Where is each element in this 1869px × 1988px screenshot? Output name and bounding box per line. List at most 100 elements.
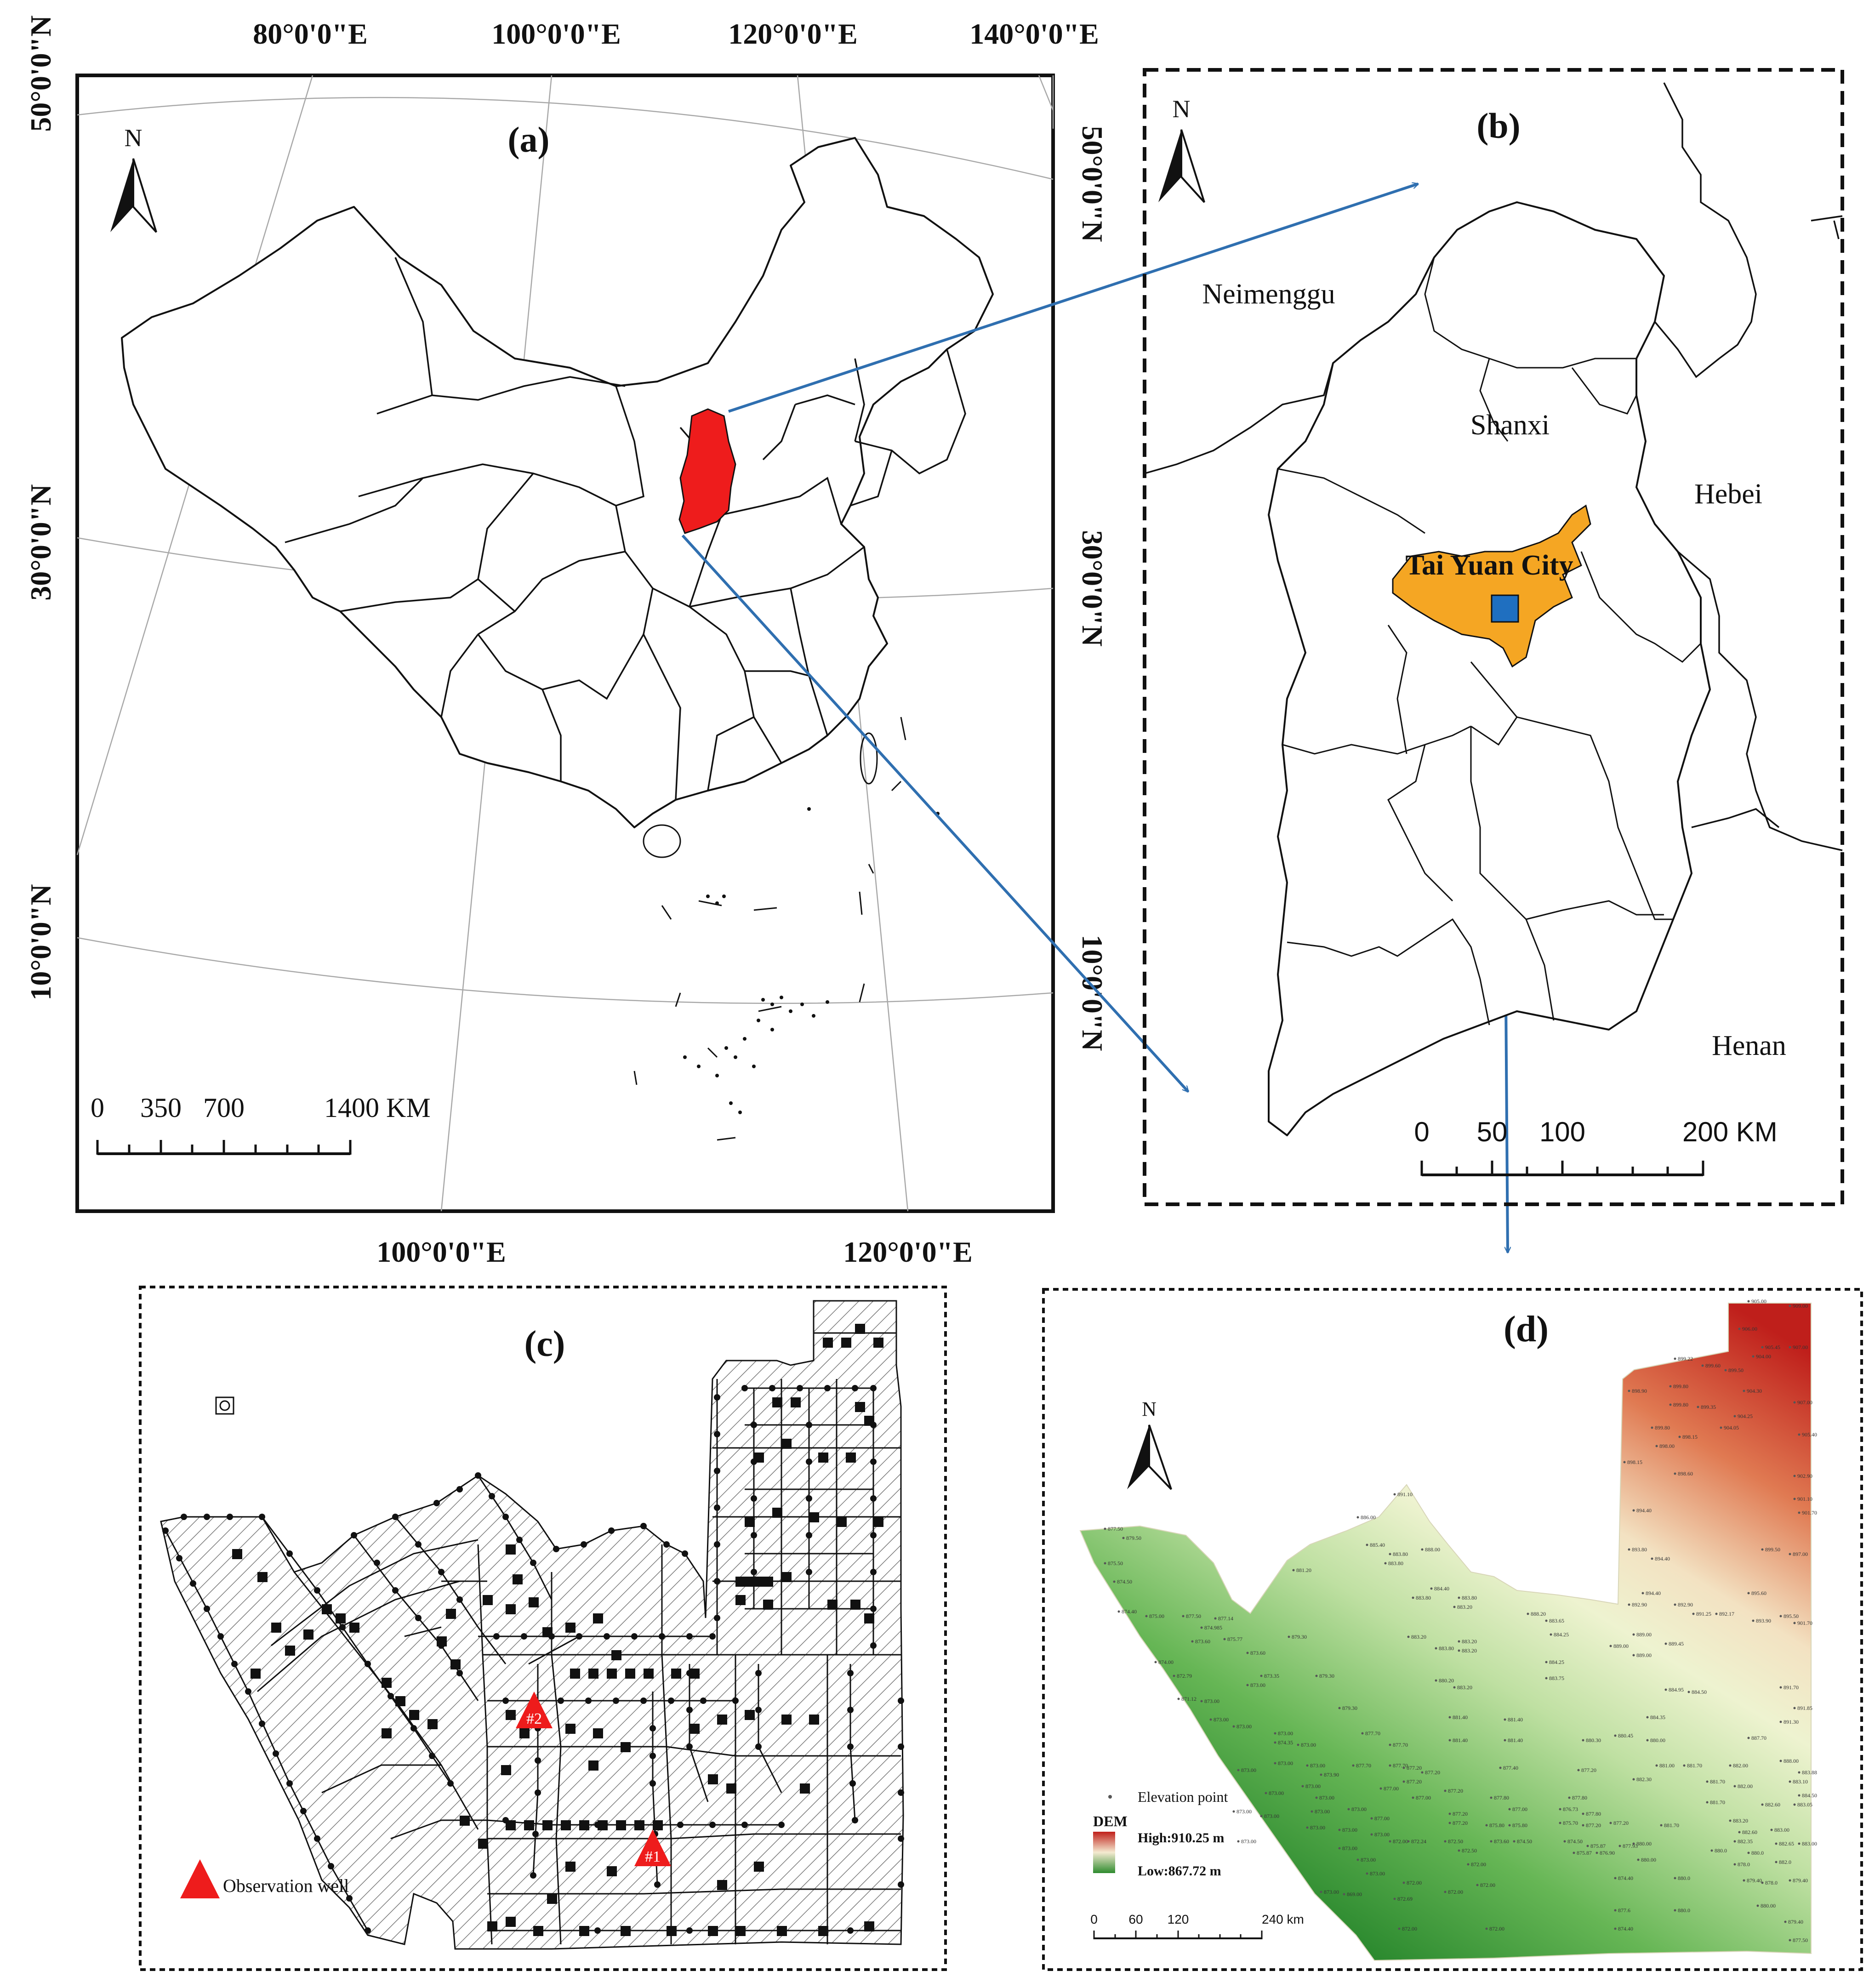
legend-dem-title: DEM bbox=[1093, 1813, 1128, 1829]
elevation-label: 898.15 bbox=[1627, 1459, 1642, 1465]
elevation-label: 877.20 bbox=[1586, 1822, 1601, 1829]
elevation-point bbox=[1191, 1640, 1194, 1643]
elevation-label: 872.00 bbox=[1407, 1880, 1422, 1886]
elevation-point bbox=[1793, 1803, 1796, 1806]
observation-well-2: #2 bbox=[516, 1692, 553, 1728]
elevation-point bbox=[1747, 1592, 1750, 1595]
elevation-point bbox=[1356, 1516, 1359, 1519]
elevation-label: 907.00 bbox=[1797, 1399, 1812, 1406]
elevation-label: 875.80 bbox=[1489, 1822, 1504, 1829]
elevation-label: 877.20 bbox=[1407, 1765, 1422, 1771]
elevation-label: 882.60 bbox=[1765, 1801, 1780, 1808]
elevation-label: 881.40 bbox=[1453, 1714, 1468, 1720]
elevation-point bbox=[1338, 1707, 1341, 1709]
elevation-label: 893.90 bbox=[1756, 1618, 1771, 1624]
scale-tick-label: 0 bbox=[91, 1093, 104, 1123]
elevation-point bbox=[1733, 1863, 1736, 1866]
elevation-point bbox=[1743, 1879, 1745, 1882]
elevation-point bbox=[1779, 1615, 1782, 1618]
elevation-label: 881.40 bbox=[1508, 1716, 1523, 1723]
elevation-point bbox=[1623, 1461, 1626, 1464]
elevation-point bbox=[1674, 1603, 1676, 1606]
elevation-label: 895.50 bbox=[1784, 1613, 1799, 1619]
elevation-point bbox=[1582, 1739, 1584, 1742]
elevation-label: 904.05 bbox=[1724, 1424, 1739, 1431]
elevation-point bbox=[1568, 1796, 1571, 1799]
elevation-point bbox=[1545, 1677, 1548, 1680]
elevation-label: 894.40 bbox=[1646, 1590, 1661, 1596]
elevation-point bbox=[1779, 1686, 1782, 1689]
lat-label: 10°0'0"N bbox=[24, 884, 57, 1000]
elevation-label: 899.50 bbox=[1728, 1367, 1744, 1373]
elevation-label: 873.00 bbox=[1237, 1808, 1252, 1815]
elevation-label: 875.00 bbox=[1149, 1613, 1164, 1619]
elevation-point bbox=[1421, 1771, 1424, 1774]
elevation-point bbox=[1260, 1675, 1263, 1677]
elevation-point bbox=[1288, 1635, 1290, 1638]
elevation-label: 881.40 bbox=[1508, 1737, 1523, 1743]
elevation-label: 882.0 bbox=[1779, 1859, 1791, 1865]
elevation-label: 881.40 bbox=[1453, 1737, 1468, 1743]
elevation-label: 872.00 bbox=[1480, 1882, 1495, 1888]
elevation-point bbox=[1752, 1619, 1755, 1622]
elevation-label: 873.00 bbox=[1278, 1760, 1293, 1766]
place-label: Shanxi bbox=[1470, 410, 1550, 441]
lat-label: 30°0'0"N bbox=[24, 484, 57, 600]
panel-a-frame bbox=[75, 74, 1055, 1213]
elevation-point bbox=[1563, 1840, 1566, 1843]
north-arrow-icon-half bbox=[132, 158, 157, 233]
elevation-point bbox=[1789, 1304, 1791, 1307]
elevation-point bbox=[1338, 1829, 1341, 1831]
elevation-label: 884.50 bbox=[1802, 1792, 1817, 1799]
elevation-label: 875.77 bbox=[1227, 1636, 1242, 1642]
elevation-point bbox=[1545, 1619, 1548, 1622]
elevation-point bbox=[1595, 1851, 1598, 1854]
elevation-point bbox=[1421, 1548, 1424, 1551]
elevation-point bbox=[1756, 1904, 1759, 1907]
elevation-point bbox=[1435, 1679, 1437, 1682]
elevation-point bbox=[1490, 1796, 1493, 1799]
city-borders bbox=[1277, 257, 1702, 1025]
elevation-point bbox=[1789, 1879, 1791, 1882]
elevation-point bbox=[1628, 1548, 1630, 1551]
elevation-label: 877.00 bbox=[1512, 1806, 1527, 1812]
lon-label: 120°0'0"E bbox=[728, 17, 858, 50]
elevation-point bbox=[1490, 1840, 1493, 1843]
panel-d-frame bbox=[1042, 1288, 1863, 1971]
elevation-point bbox=[1632, 1633, 1635, 1636]
legend-label: Observation well bbox=[223, 1875, 349, 1896]
elevation-label: 873.00 bbox=[1204, 1698, 1219, 1704]
elevation-label: 883.80 bbox=[1388, 1560, 1403, 1566]
elevation-label: 874.00 bbox=[1158, 1659, 1174, 1665]
elevation-label: 872.24 bbox=[1411, 1838, 1426, 1845]
elevation-point bbox=[1361, 1732, 1364, 1735]
elevation-point bbox=[1504, 1739, 1506, 1742]
elevation-point bbox=[1669, 1403, 1672, 1406]
elevation-label: 909.00 bbox=[1793, 1303, 1808, 1309]
elevation-label: 883.00 bbox=[1802, 1840, 1817, 1847]
elevation-point bbox=[1761, 1803, 1764, 1806]
elevation-point bbox=[1614, 1909, 1617, 1912]
elevation-label: 878.0 bbox=[1738, 1861, 1750, 1868]
elevation-point bbox=[1389, 1553, 1391, 1555]
elevation-label: 883.20 bbox=[1457, 1604, 1472, 1610]
elevation-point bbox=[1265, 1792, 1267, 1794]
elevation-label: 877.20 bbox=[1453, 1811, 1468, 1817]
elevation-point-icon bbox=[1108, 1795, 1112, 1799]
elevation-point bbox=[1632, 1778, 1635, 1781]
elevation-point bbox=[1209, 1718, 1212, 1721]
elevation-point bbox=[1752, 1355, 1755, 1358]
elevation-point bbox=[1674, 1357, 1676, 1360]
elevation-point bbox=[1246, 1652, 1249, 1654]
elevation-point bbox=[1320, 1773, 1322, 1776]
dem-color-ramp bbox=[1093, 1832, 1115, 1873]
well-label: #1 bbox=[645, 1848, 661, 1865]
elevation-label: 872.79 bbox=[1177, 1673, 1192, 1679]
elevation-point bbox=[1706, 1801, 1709, 1804]
elevation-point bbox=[1366, 1544, 1368, 1546]
elevation-point bbox=[1664, 1688, 1667, 1691]
elevation-label: 901.70 bbox=[1802, 1510, 1817, 1516]
elevation-label: 872.00 bbox=[1393, 1838, 1408, 1845]
elevation-point bbox=[1798, 1842, 1801, 1845]
elevation-point bbox=[1798, 1771, 1801, 1774]
